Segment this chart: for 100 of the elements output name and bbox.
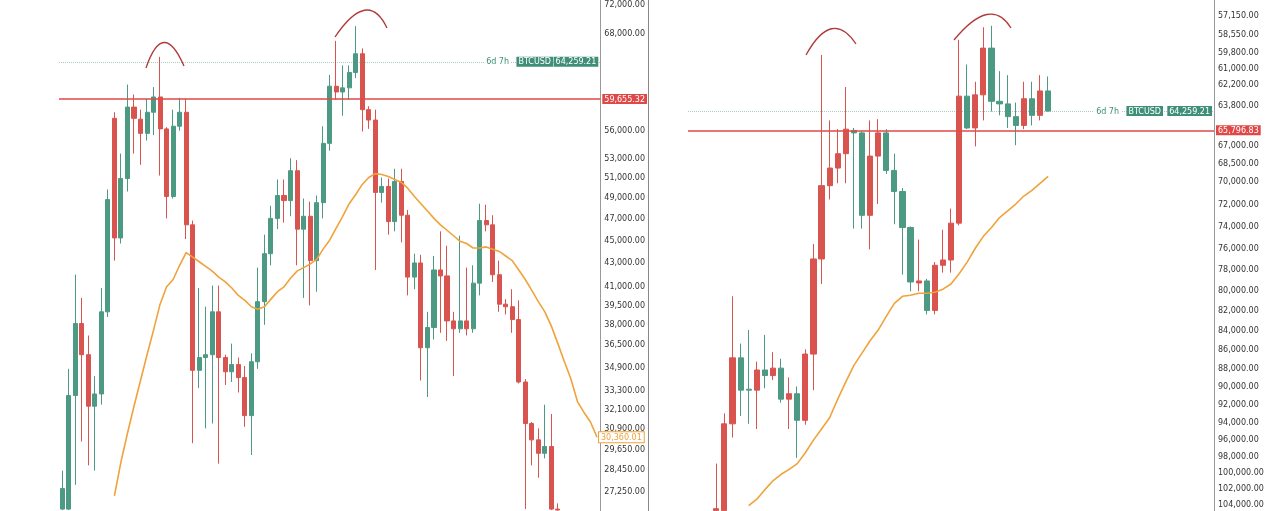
y-tick-label: 70,000.00 (1218, 176, 1259, 186)
y-tick-label: 104,000.00 (1218, 500, 1264, 510)
y-tick-label: 51,000.00 (604, 173, 645, 182)
candlestick (891, 153, 897, 225)
candlestick (713, 463, 719, 511)
candlestick (932, 261, 938, 315)
y-tick-label: 98,000.00 (1218, 451, 1259, 461)
candlestick (916, 239, 922, 292)
candlestick (1029, 81, 1035, 126)
y-tick-label: 76,000.00 (1218, 243, 1259, 253)
candlestick (458, 235, 463, 334)
y-tick-label: 32,100.00 (604, 404, 645, 414)
candlestick (802, 348, 808, 426)
candlestick (112, 111, 117, 262)
y-tick-label: 58,550.00 (1218, 30, 1259, 40)
candlestick (738, 343, 744, 417)
candlestick (314, 195, 319, 293)
candlestick (778, 358, 784, 404)
y-tick-label: 63,800.00 (1218, 100, 1259, 110)
candlestick (138, 109, 143, 166)
candlestick (86, 334, 91, 466)
candlestick (125, 84, 130, 192)
candlestick (940, 229, 946, 274)
candlestick (729, 295, 736, 439)
candlestick (223, 354, 228, 386)
candlestick (73, 274, 78, 486)
y-tick-label: 41,000.00 (604, 282, 645, 292)
candlestick (92, 375, 97, 472)
y-tick-label: 43,000.00 (604, 258, 645, 268)
y-tick-label: 82,000.00 (1218, 305, 1259, 315)
candlestick (118, 153, 123, 245)
candlestick (536, 427, 541, 479)
y-tick-label: 38,000.00 (604, 320, 645, 330)
candlestick (301, 198, 306, 299)
candlestick (924, 278, 930, 315)
candlestick (229, 343, 234, 383)
candlestick (948, 208, 954, 274)
y-tick-label: 36,500.00 (604, 340, 645, 350)
candlestick (379, 177, 384, 204)
annotation: BTCUSD (1128, 106, 1161, 116)
y-tick-label: 68,500.00 (1218, 158, 1259, 168)
candlestick (980, 26, 986, 121)
y-tick-label: 28,450.00 (604, 465, 645, 475)
y-tick-label: 67,000.00 (1218, 140, 1259, 150)
candlestick (295, 159, 300, 266)
candlestick (721, 412, 727, 511)
candlestick (308, 201, 313, 306)
y-tick-label: 61,000.00 (1218, 63, 1259, 73)
candlestick (464, 267, 469, 336)
candlestick (964, 63, 970, 130)
y-tick-label: 88,000.00 (1218, 363, 1259, 373)
y-tick-label: 56,000.00 (604, 126, 645, 136)
data-label: 30,360.01 (601, 432, 642, 442)
y-tick-label: 34,900.00 (604, 362, 645, 372)
y-tick-label: 72,000.00 (1218, 199, 1259, 209)
y-tick-label: 68,000.00 (604, 28, 645, 38)
candlestick (216, 285, 221, 465)
candlestick (275, 178, 280, 230)
candlestick (373, 109, 378, 271)
candlestick (762, 334, 768, 389)
ref-line-label: 65,796.83 (1218, 125, 1259, 135)
candlestick (1037, 74, 1043, 121)
y-tick-label: 53,000.00 (604, 153, 645, 163)
ref-line-label: 64,259.21 (1169, 106, 1210, 116)
candlestick (412, 253, 417, 290)
candlestick (418, 254, 423, 382)
candlestick (1013, 102, 1019, 146)
y-tick-label: 29,650.00 (604, 444, 645, 454)
y-tick-label: 57,150.00 (1218, 10, 1259, 20)
candlestick (859, 131, 865, 230)
y-tick-label: 39,500.00 (604, 300, 645, 310)
y-tick-label: 72,000.00 (604, 0, 645, 10)
candlestick (340, 64, 345, 117)
y-tick-label: 27,250.00 (604, 486, 645, 496)
y-tick-label: 59,800.00 (1218, 47, 1259, 57)
line-series (747, 175, 1049, 507)
y-tick-label: 84,000.00 (1218, 325, 1259, 335)
candlestick (288, 157, 293, 217)
candlestick (210, 285, 215, 425)
y-tick-label: 100,000.00 (1218, 468, 1264, 478)
y-tick-label: 86,000.00 (1218, 344, 1259, 354)
annotation: 6d 7h (486, 57, 509, 67)
candlestick (281, 178, 287, 224)
annotation: 6d 7h (1096, 106, 1119, 116)
candlestick (542, 404, 547, 459)
candlestick (79, 297, 84, 443)
y-tick-label: 62,200.00 (1218, 79, 1259, 89)
y-tick-label: 80,000.00 (1218, 285, 1259, 295)
y-tick-label: 33,300.00 (604, 386, 645, 396)
candlestick (794, 386, 800, 459)
candlestick (851, 127, 857, 230)
y-tick-label: 45,000.00 (604, 235, 645, 245)
y-tick-label: 78,000.00 (1218, 264, 1259, 274)
y-tick-label: 90,000.00 (1218, 382, 1259, 392)
candlestick (392, 168, 397, 232)
y-tick-label: 102,000.00 (1218, 484, 1264, 494)
y-tick-label: 74,000.00 (1218, 221, 1259, 231)
candlestick (770, 351, 776, 381)
y-tick-label: 94,000.00 (1218, 417, 1259, 427)
candlestick (883, 128, 889, 175)
